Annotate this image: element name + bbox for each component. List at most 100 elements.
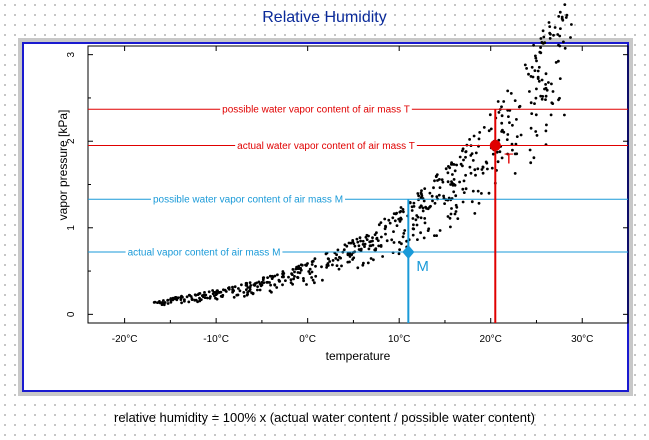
scatter-point [346,260,350,264]
scatter-point [231,285,234,289]
scatter-point [248,288,252,291]
scatter-point [534,113,538,117]
scatter-point [530,112,534,115]
scatter-point [558,10,562,14]
scatter-point [473,168,477,172]
scatter-point [419,196,423,200]
scatter-point [253,284,257,287]
scatter-point [392,212,396,216]
scatter-point [569,36,572,39]
scatter-point [387,218,391,222]
scatter-point [367,234,370,238]
scatter-point [495,150,499,154]
scatter-point [480,168,484,171]
scatter-point [540,78,544,82]
scatter-point [554,61,558,64]
scatter-point [536,69,540,73]
scatter-point [245,293,249,297]
scatter-point [308,272,312,275]
scatter-point [371,243,375,247]
scatter-point [433,234,436,238]
scatter-point [269,283,272,287]
scatter-point [356,240,360,244]
scatter-point [410,205,414,209]
scatter-point [310,260,314,264]
scatter-point [447,165,450,168]
scatter-point [200,294,204,297]
scatter-point [468,138,471,141]
x-tick-label: 0°C [299,334,316,345]
scatter-point [187,300,191,304]
scatter-point [414,218,418,222]
scatter-point [268,281,271,284]
scatter-point [385,239,389,243]
scatter-point [481,166,485,169]
scatter-point [362,261,365,265]
scatter-point [474,151,478,155]
scatter-point [533,69,537,72]
scatter-point [366,261,370,265]
scatter-point [529,101,533,105]
scatter-point [558,77,562,80]
scatter-point [399,210,403,213]
scatter-point [408,201,412,204]
scatter-point [453,183,457,187]
scatter-point [464,155,467,159]
scatter-point [335,253,338,257]
scatter-point [198,292,202,295]
scatter-point [538,50,542,54]
scatter-point [290,273,294,276]
scatter-point [287,275,290,279]
scatter-point [193,298,197,302]
scatter-point [293,275,296,278]
scatter-point [293,270,296,274]
scatter-point [374,247,378,251]
scatter-point [449,225,452,229]
scatter-point [458,180,461,184]
scatter-point [455,205,459,209]
scatter-point [489,127,493,131]
scatter-point [211,289,215,292]
scatter-point [514,142,518,146]
scatter-point [534,54,537,58]
scatter-point [471,159,475,162]
scatter-point [461,147,465,151]
scatter-point [392,241,396,244]
scatter-point [424,205,427,209]
scatter-point [399,206,403,209]
scatter-point [356,266,360,270]
scatter-point [256,288,259,292]
scatter-point [450,180,453,184]
scatter-point [498,150,502,154]
scatter-point [511,123,514,127]
scatter-point [328,260,332,263]
scatter-point [552,33,555,37]
point-label-T: T [504,151,513,168]
scatter-point [183,298,186,301]
scatter-point [471,189,475,193]
scatter-point [171,298,175,302]
scatter-point [256,285,259,288]
x-tick-label: -20°C [112,334,138,345]
reference-label-background [235,141,417,153]
scatter-point [359,248,362,252]
scatter-point [336,258,340,262]
point-M [402,245,415,260]
scatter-point [392,230,395,234]
scatter-point [327,257,330,261]
scatter-point [260,280,264,284]
scatter-point [390,238,394,242]
scatter-point [379,221,383,225]
scatter-point [422,236,426,240]
scatter-point [553,26,557,29]
reference-label-T_possible: possible water vapor content of air mass… [222,105,410,116]
scatter-point [451,183,455,187]
scatter-point [248,285,252,289]
scatter-point [472,134,476,138]
scatter-point [338,255,341,259]
scatter-point [435,195,439,199]
scatter-point [464,187,468,191]
scatter-point [388,221,392,225]
scatter-point [193,293,197,297]
scatter-point [334,257,338,260]
